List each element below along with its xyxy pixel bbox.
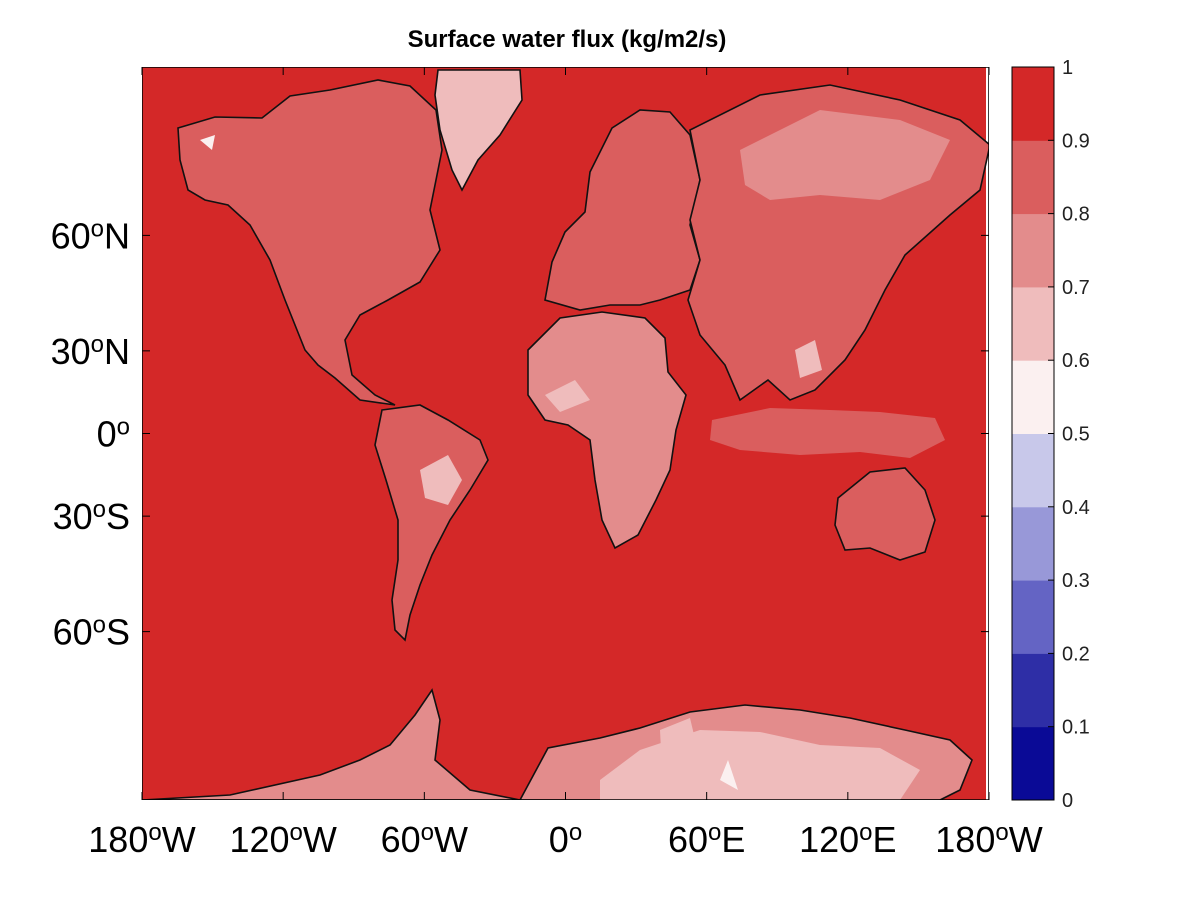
- south-america-landmass: [374, 404, 489, 642]
- colorbar-swatch: [1012, 433, 1054, 508]
- colorbar-swatch: [1012, 360, 1054, 434]
- y-tick-label: 0o: [97, 414, 130, 455]
- colorbar-swatch: [1012, 580, 1054, 654]
- colorbar-swatch: [1012, 67, 1054, 141]
- siberia-landmass: [740, 110, 950, 200]
- colorbar-tick-label: 1: [1062, 57, 1073, 79]
- colorbar-swatch: [1012, 653, 1054, 728]
- light-patch: [420, 455, 462, 505]
- x-tick-label: 60oE: [668, 819, 745, 860]
- colorbar-swatch: [1012, 726, 1054, 801]
- light-patch: [200, 135, 215, 150]
- australia-landmass: [834, 467, 936, 561]
- x-tick-label: 180oW: [88, 819, 195, 860]
- x-tick-label: 0o: [549, 819, 582, 860]
- light-patch: [730, 740, 770, 798]
- colorbar-swatch: [1012, 506, 1054, 581]
- colorbar-tick-label: 0.1: [1062, 717, 1090, 739]
- light-patch: [795, 340, 822, 378]
- landmass-layer: [142, 67, 989, 800]
- x-axis: 180oW 120oW 60oW 0o 60oE 120oE 180oW: [88, 67, 1043, 860]
- colorbar-swatch: [1012, 140, 1054, 215]
- colorbar: 0 0.1 0.2 0.3 0.4 0.5 0.6 0.7 0.8 0.9 1: [1011, 57, 1090, 812]
- colorbar-tick-label: 0.4: [1062, 497, 1090, 519]
- colorbar-tick-label: 0.3: [1062, 570, 1090, 592]
- north-america-landmass: [177, 79, 443, 406]
- y-axis: 60oN 30oN 0o 30oS 60oS: [51, 215, 989, 653]
- x-tick-label: 120oW: [229, 819, 336, 860]
- colorbar-swatch: [1012, 213, 1054, 288]
- colorbar-tick-label: 0: [1062, 790, 1073, 812]
- x-tick-label: 60oW: [381, 819, 468, 860]
- indonesia-warm-pool: [710, 408, 945, 458]
- colorbar-tick-label: 0.8: [1062, 204, 1090, 226]
- light-patch: [545, 380, 590, 412]
- y-tick-label: 60oN: [51, 215, 130, 256]
- colorbar-tick-label: 0.7: [1062, 277, 1090, 299]
- colorbar-tick-label: 0.9: [1062, 130, 1090, 152]
- y-tick-label: 60oS: [53, 612, 130, 653]
- colorbar-tick-label: 0.6: [1062, 350, 1090, 372]
- light-patch: [720, 760, 738, 790]
- y-tick-label: 30oN: [51, 331, 130, 372]
- y-tick-label: 30oS: [53, 496, 130, 537]
- x-tick-label: 180oW: [935, 819, 1042, 860]
- x-tick-label: 120oE: [799, 819, 896, 860]
- colorbar-swatch: [1012, 286, 1054, 361]
- colorbar-tick-label: 0.5: [1062, 424, 1090, 446]
- chart-title: Surface water flux (kg/m2/s): [407, 26, 727, 53]
- light-patch: [455, 78, 490, 150]
- light-patch: [660, 718, 700, 790]
- colorbar-tick-label: 0.2: [1062, 643, 1090, 665]
